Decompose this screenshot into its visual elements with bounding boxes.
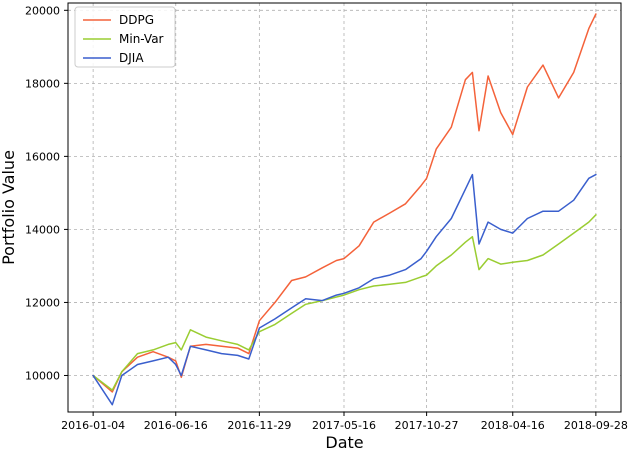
- legend-box: [74, 6, 176, 68]
- x-tick-label: 2016-11-29: [227, 419, 291, 432]
- legend-label: DDPG: [119, 13, 154, 27]
- x-tick-label: 2016-06-16: [144, 419, 208, 432]
- x-tick-label: 2017-05-16: [312, 419, 376, 432]
- x-axis-title: Date: [325, 433, 363, 451]
- x-axis-ticks: 2016-01-04 2016-06-16 2016-11-29 2017-05-16…: [61, 412, 628, 432]
- plot-frame: [67, 2, 622, 413]
- series-line-ddpg: [92, 13, 597, 393]
- y-tick-label: 10000: [25, 369, 60, 382]
- series-lines: [92, 13, 597, 406]
- y-tick-label: 14000: [25, 223, 60, 236]
- y-tick-label: 12000: [25, 296, 60, 309]
- y-axis-ticks: 10000 12000 14000 16000 18000 20000: [25, 4, 68, 382]
- x-tick-label: 2018-04-16: [481, 419, 545, 432]
- x-tick-label: 2017-10-27: [395, 419, 459, 432]
- grid: [68, 3, 621, 412]
- legend: DDPG Min-Var DJIA: [74, 6, 176, 68]
- x-tick-label: 2016-01-04: [61, 419, 125, 432]
- x-tick-label: 2018-09-28: [564, 419, 628, 432]
- series-line-min-var: [92, 214, 597, 391]
- y-tick-label: 18000: [25, 77, 60, 90]
- y-axis-title: Portfolio Value: [0, 150, 18, 265]
- legend-label: DJIA: [119, 51, 144, 65]
- series-line-djia: [92, 173, 597, 406]
- legend-label: Min-Var: [119, 32, 164, 46]
- y-tick-label: 16000: [25, 150, 60, 163]
- y-tick-label: 20000: [25, 4, 60, 17]
